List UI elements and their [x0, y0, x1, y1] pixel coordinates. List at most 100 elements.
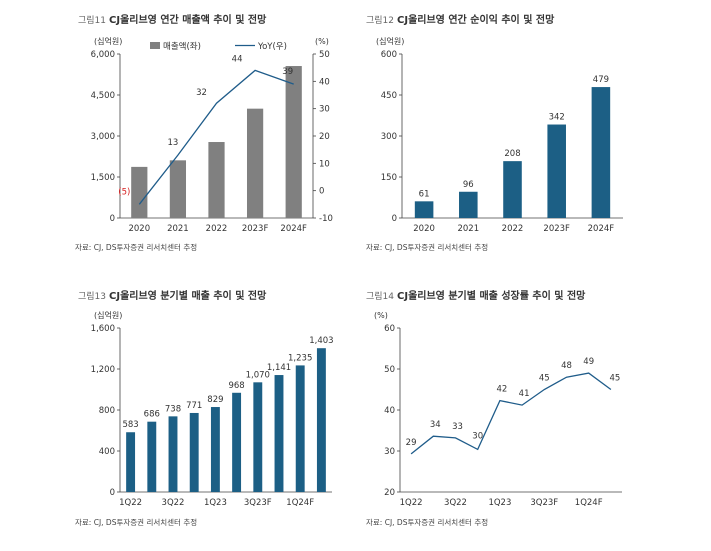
- bar-value-label: 686: [144, 410, 160, 420]
- panel4-fig-number: 그림14: [366, 292, 395, 302]
- panel2-title-text: CJ올리브영 연간 순이익 추이 및 전망: [397, 15, 555, 26]
- bar-value-label: 1,141: [267, 363, 291, 373]
- y2-tick-label: 40: [319, 77, 330, 87]
- x-tick-label: 2020: [413, 224, 435, 234]
- series-line: [138, 69, 294, 205]
- bar-value-label: 1,403: [309, 336, 333, 346]
- panel3-source: 자료: CJ, DS투자증권 리서치센터 추정: [75, 518, 198, 527]
- bar-value-label: 583: [122, 420, 138, 430]
- y-tick-label: 1,200: [91, 365, 115, 375]
- x-tick-label: 1Q22: [400, 498, 423, 508]
- bar: [295, 365, 305, 492]
- line-value-label: 29: [406, 438, 417, 448]
- panel3-fig-number: 그림13: [78, 292, 107, 302]
- x-tick-label: 2024F: [588, 224, 615, 234]
- left-axis-unit: (%): [374, 311, 388, 320]
- y-tick-label: 150: [381, 173, 397, 183]
- bar: [168, 416, 178, 492]
- bar-value-label: 771: [186, 401, 202, 411]
- bar-value-label: 1,070: [246, 370, 270, 380]
- y2-tick-label: 30: [319, 105, 330, 115]
- x-tick-label: 1Q22: [119, 498, 142, 508]
- x-tick-label: 3Q22: [444, 498, 467, 508]
- bar: [591, 87, 611, 218]
- left-axis-unit: (십억원): [376, 36, 404, 46]
- bar-value-label: 1,235: [288, 353, 312, 363]
- panel3-title-text: CJ올리브영 분기별 매출 추이 및 전망: [109, 291, 267, 302]
- y-tick-label: 4,500: [91, 91, 115, 101]
- y2-tick-label: 20: [319, 132, 330, 142]
- x-tick-label: 1Q24F: [286, 498, 314, 508]
- right-axis-unit: (%): [315, 37, 329, 46]
- line-value-label: 44: [232, 54, 243, 64]
- panel1-title: 그림11 CJ올리브영 연간 매출액 추이 및 전망: [78, 11, 266, 26]
- panel4-title: 그림14 CJ올리브영 분기별 매출 성장률 추이 및 전망: [366, 287, 585, 302]
- panel4-source: 자료: CJ, DS투자증권 리서치센터 추정: [366, 518, 489, 527]
- series-line: [410, 372, 612, 455]
- line-value-label: 48: [561, 361, 572, 371]
- panel3-title: 그림13 CJ올리브영 분기별 매출 추이 및 전망: [78, 287, 266, 302]
- bar: [285, 66, 302, 218]
- y2-tick-label: 50: [319, 50, 330, 60]
- legend-label-bar: 매출액(좌): [163, 41, 201, 52]
- y-tick-label: 400: [99, 447, 115, 457]
- x-tick-label: 2023F: [242, 224, 269, 234]
- panel1-fig-number: 그림11: [78, 16, 107, 26]
- bar: [253, 382, 263, 492]
- legend-label-line: YoY(우): [257, 42, 287, 52]
- bar-value-label: 968: [228, 381, 244, 391]
- line-value-label: 34: [430, 420, 441, 430]
- x-tick-label: 2022: [206, 224, 228, 234]
- bar-value-label: 342: [549, 113, 565, 123]
- panel2-title: 그림12 CJ올리브영 연간 순이익 추이 및 전망: [366, 11, 554, 26]
- y2-tick-label: 0: [319, 187, 324, 197]
- y-tick-label: 0: [110, 214, 115, 224]
- y-tick-label: 1,600: [91, 324, 115, 334]
- y-tick-label: 600: [381, 50, 397, 60]
- bar: [414, 201, 434, 218]
- y-tick-label: 60: [384, 324, 395, 334]
- x-tick-label: 1Q24F: [575, 498, 603, 508]
- panel1-source: 자료: CJ, DS투자증권 리서치센터 추정: [75, 243, 198, 252]
- line-value-label: 32: [196, 88, 207, 98]
- x-tick-label: 3Q23F: [530, 498, 558, 508]
- line-value-label: 33: [452, 422, 463, 432]
- x-tick-label: 2021: [457, 224, 479, 234]
- panel2-source: 자료: CJ, DS투자증권 리서치센터 추정: [366, 243, 489, 252]
- y-tick-label: 450: [381, 91, 397, 101]
- line-value-label: 30: [472, 431, 483, 441]
- bar-value-label: 61: [419, 189, 430, 199]
- panel2-fig-number: 그림12: [366, 16, 395, 26]
- y-tick-label: 1,500: [91, 173, 115, 183]
- y-tick-label: 6,000: [91, 50, 115, 60]
- line-value-label: 49: [583, 357, 594, 367]
- x-tick-label: 3Q23F: [244, 498, 272, 508]
- bar-value-label: 829: [207, 395, 223, 405]
- bar: [189, 412, 199, 492]
- y-tick-label: 0: [392, 214, 397, 224]
- bar: [503, 161, 522, 218]
- y-tick-label: 50: [384, 365, 395, 375]
- legend-swatch-bar: [150, 42, 160, 49]
- bar-value-label: 96: [463, 180, 474, 190]
- line-value-label: (5): [118, 187, 130, 197]
- x-tick-label: 2020: [128, 224, 150, 234]
- x-tick-label: 2022: [502, 224, 524, 234]
- y-tick-label: 40: [384, 406, 395, 416]
- line-value-label: 39: [282, 67, 293, 77]
- bar-value-label: 479: [593, 75, 609, 85]
- bar: [316, 348, 326, 492]
- bar: [232, 392, 242, 492]
- bar: [169, 160, 187, 218]
- y-tick-label: 800: [99, 406, 115, 416]
- y2-tick-label: 10: [319, 159, 330, 169]
- y-tick-label: 30: [384, 447, 395, 457]
- bar-value-label: 208: [504, 149, 520, 159]
- chart-quarterly-growth: (%) 20 30 40 50 60 1Q22 3Q22 1Q23 3Q23F 1Q24F 29 34 3…: [374, 311, 622, 508]
- bar: [274, 375, 284, 492]
- line-value-label: 13: [167, 138, 178, 148]
- bar: [208, 142, 225, 218]
- x-tick-label: 2021: [167, 224, 189, 234]
- panel4-title-text: CJ올리브영 분기별 매출 성장률 추이 및 전망: [397, 291, 586, 302]
- bar: [147, 421, 157, 492]
